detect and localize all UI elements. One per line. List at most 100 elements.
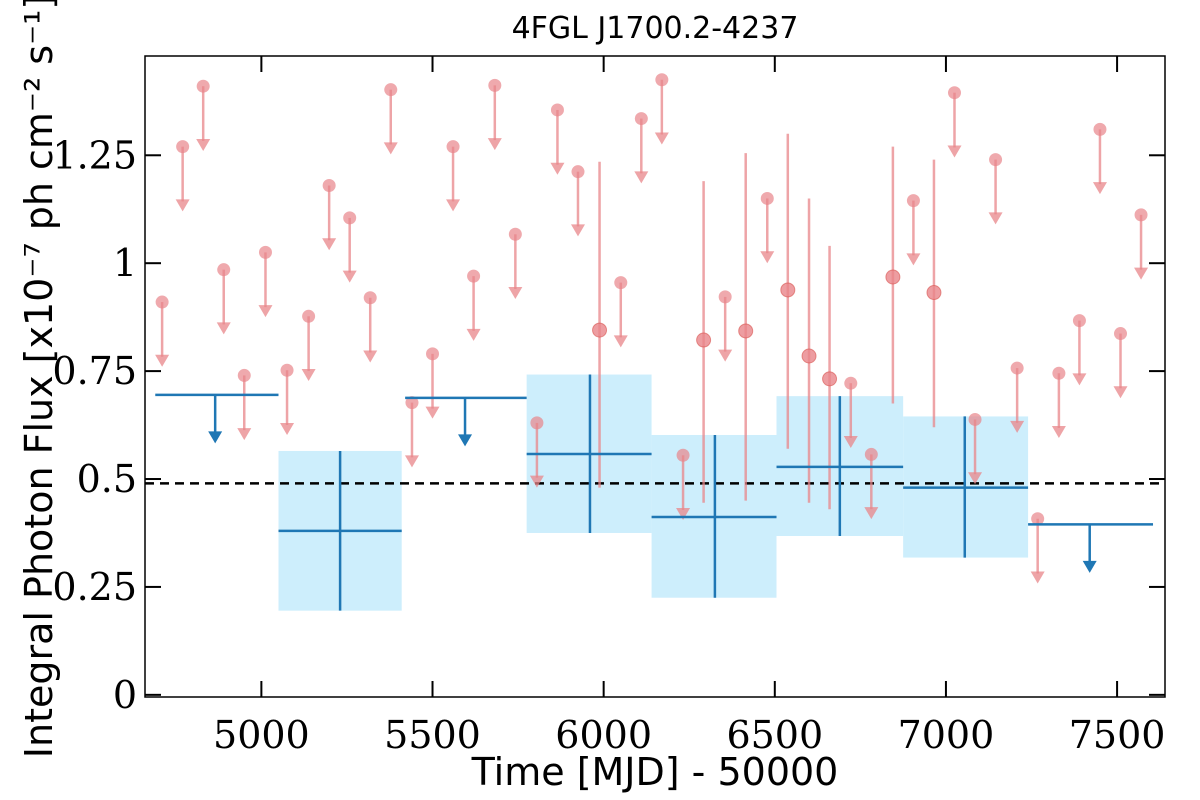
x-tick-label: 7500: [1069, 713, 1166, 757]
short-bin-upper-limit-marker: [614, 276, 628, 290]
short-bin-upper-limit-arrowhead: [322, 238, 337, 251]
short-bin-upper-limit-marker: [488, 78, 502, 92]
short-bin-upper-limit-arrowhead: [864, 507, 879, 520]
x-axis-label: Time [MJD] - 50000: [471, 750, 839, 794]
short-bin-upper-limit-arrowhead: [237, 428, 252, 441]
short-bin-upper-limit-arrowhead: [1134, 267, 1149, 280]
y-tick-label: 0: [113, 673, 137, 717]
short-bin-upper-limit-marker: [343, 211, 357, 225]
x-tick-label: 6500: [726, 713, 823, 757]
short-bin-detection-marker: [738, 323, 754, 339]
short-bin-upper-limit-marker: [968, 412, 982, 426]
y-tick-label: 1: [113, 241, 137, 285]
chart-title: 4FGL J1700.2-4237: [512, 11, 799, 46]
short-bin-upper-limit-arrowhead: [1030, 571, 1045, 584]
short-bin-upper-limit-marker: [384, 83, 398, 97]
short-bin-upper-limit-marker: [989, 153, 1003, 167]
y-tick-label: 0.5: [77, 457, 137, 501]
short-bin-upper-limit-arrowhead: [906, 253, 921, 266]
short-bin-upper-limit-marker: [1093, 122, 1107, 136]
short-bin-upper-limit-marker: [258, 245, 272, 259]
short-bin-upper-limit-marker: [467, 269, 481, 283]
short-bin-upper-limit-marker: [237, 368, 251, 382]
short-bin-upper-limit-marker: [1114, 327, 1128, 341]
short-bin-upper-limit-arrowhead: [466, 328, 481, 341]
short-bin-upper-limit-arrowhead: [1113, 386, 1128, 399]
short-bin-upper-limit-marker: [676, 448, 690, 462]
short-bin-upper-limit-arrowhead: [342, 270, 357, 283]
short-bin-upper-limit-arrowhead: [550, 162, 565, 175]
short-bin-upper-limit-marker: [1010, 361, 1024, 375]
short-bin-upper-limit-arrowhead: [1092, 182, 1107, 195]
short-bin-upper-limit-marker: [760, 191, 774, 205]
long-bin-upper-limit-arrowhead: [208, 431, 223, 444]
short-bin-detection-marker: [592, 322, 608, 338]
short-bin-upper-limit-marker: [947, 86, 961, 100]
short-bin-upper-limits: [155, 73, 1149, 584]
x-tick-label: 7000: [898, 713, 995, 757]
short-bin-upper-limit-arrowhead: [196, 138, 211, 151]
short-bin-upper-limit-marker: [550, 103, 564, 117]
short-bin-detection-marker: [885, 269, 901, 285]
short-bin-upper-limit-arrowhead: [760, 251, 775, 264]
short-bin-upper-limit-marker: [426, 347, 440, 361]
short-bin-upper-limit-marker: [864, 447, 878, 461]
short-bin-upper-limit-marker: [217, 263, 231, 277]
short-bin-detection-marker: [801, 348, 817, 364]
short-bin-detections: [592, 133, 942, 510]
short-bin-detection-marker: [926, 285, 942, 301]
short-bin-detection-marker: [780, 282, 796, 298]
short-bin-upper-limit-arrowhead: [654, 132, 669, 145]
short-bin-upper-limit-arrowhead: [1051, 426, 1066, 439]
x-tick-label: 5500: [384, 713, 481, 757]
short-bin-upper-limit-arrowhead: [634, 171, 649, 184]
short-bin-upper-limit-arrowhead: [613, 335, 628, 348]
long-bin-error-bands: [278, 374, 1029, 611]
short-bin-upper-limit-marker: [302, 309, 316, 323]
short-bin-upper-limit-arrowhead: [570, 224, 585, 237]
y-tick-label: 1.25: [52, 133, 137, 177]
short-bin-upper-limit-arrowhead: [947, 145, 962, 158]
short-bin-upper-limit-marker: [530, 416, 544, 430]
short-bin-upper-limit-arrowhead: [718, 349, 733, 362]
short-bin-detection-marker: [696, 332, 712, 348]
short-bin-upper-limit-marker: [634, 112, 648, 126]
short-bin-upper-limit-marker: [844, 376, 858, 390]
short-bin-upper-limit-marker: [322, 178, 336, 192]
short-bin-upper-limit-marker: [280, 363, 294, 377]
y-axis-label: Integral Photon Flux [x10⁻⁷ ph cm⁻² s⁻¹]: [17, 0, 61, 758]
short-bin-upper-limit-arrowhead: [487, 138, 502, 151]
short-bin-upper-limit-arrowhead: [843, 435, 858, 448]
axis-ticks: 5000 5500 6000 6500 7000 7500 0 0.25 0.5 0.75 1 1.2…: [52, 56, 1165, 757]
short-bin-upper-limit-marker: [1072, 314, 1086, 328]
short-bin-upper-limit-arrowhead: [258, 305, 273, 318]
short-bin-upper-limit-marker: [446, 140, 460, 154]
short-bin-upper-limit-arrowhead: [988, 212, 1003, 225]
short-bin-upper-limit-marker: [571, 165, 585, 179]
short-bin-upper-limit-arrowhead: [425, 406, 440, 419]
short-bin-upper-limit-arrowhead: [676, 508, 691, 521]
short-bin-upper-limit-arrowhead: [529, 475, 544, 488]
short-bin-upper-limit-arrowhead: [155, 354, 170, 367]
long-bin-series: [155, 374, 1154, 611]
short-bin-upper-limit-arrowhead: [216, 322, 231, 335]
short-bin-upper-limit-marker: [405, 396, 419, 410]
short-bin-upper-limit-marker: [196, 79, 210, 93]
short-bin-upper-limit-arrowhead: [446, 199, 461, 212]
short-bin-upper-limit-marker: [176, 140, 190, 154]
short-bin-upper-limit-marker: [1052, 366, 1066, 380]
short-bin-upper-limit-marker: [1031, 512, 1045, 526]
plot-frame: [144, 55, 1166, 698]
short-bin-upper-limit-arrowhead: [280, 422, 295, 435]
short-bin-upper-limit-marker: [155, 295, 169, 309]
long-bin-upper-limit-arrowhead: [1082, 560, 1097, 573]
short-bin-upper-limit-arrowhead: [383, 142, 398, 155]
short-bin-upper-limit-marker: [363, 291, 377, 305]
short-bin-upper-limit-arrowhead: [508, 287, 523, 300]
short-bin-upper-limit-arrowhead: [968, 472, 983, 485]
short-bin-upper-limit-arrowhead: [1072, 373, 1087, 386]
short-bin-upper-limit-marker: [718, 290, 732, 304]
x-tick-label: 6000: [555, 713, 652, 757]
short-bin-upper-limit-arrowhead: [363, 350, 378, 363]
